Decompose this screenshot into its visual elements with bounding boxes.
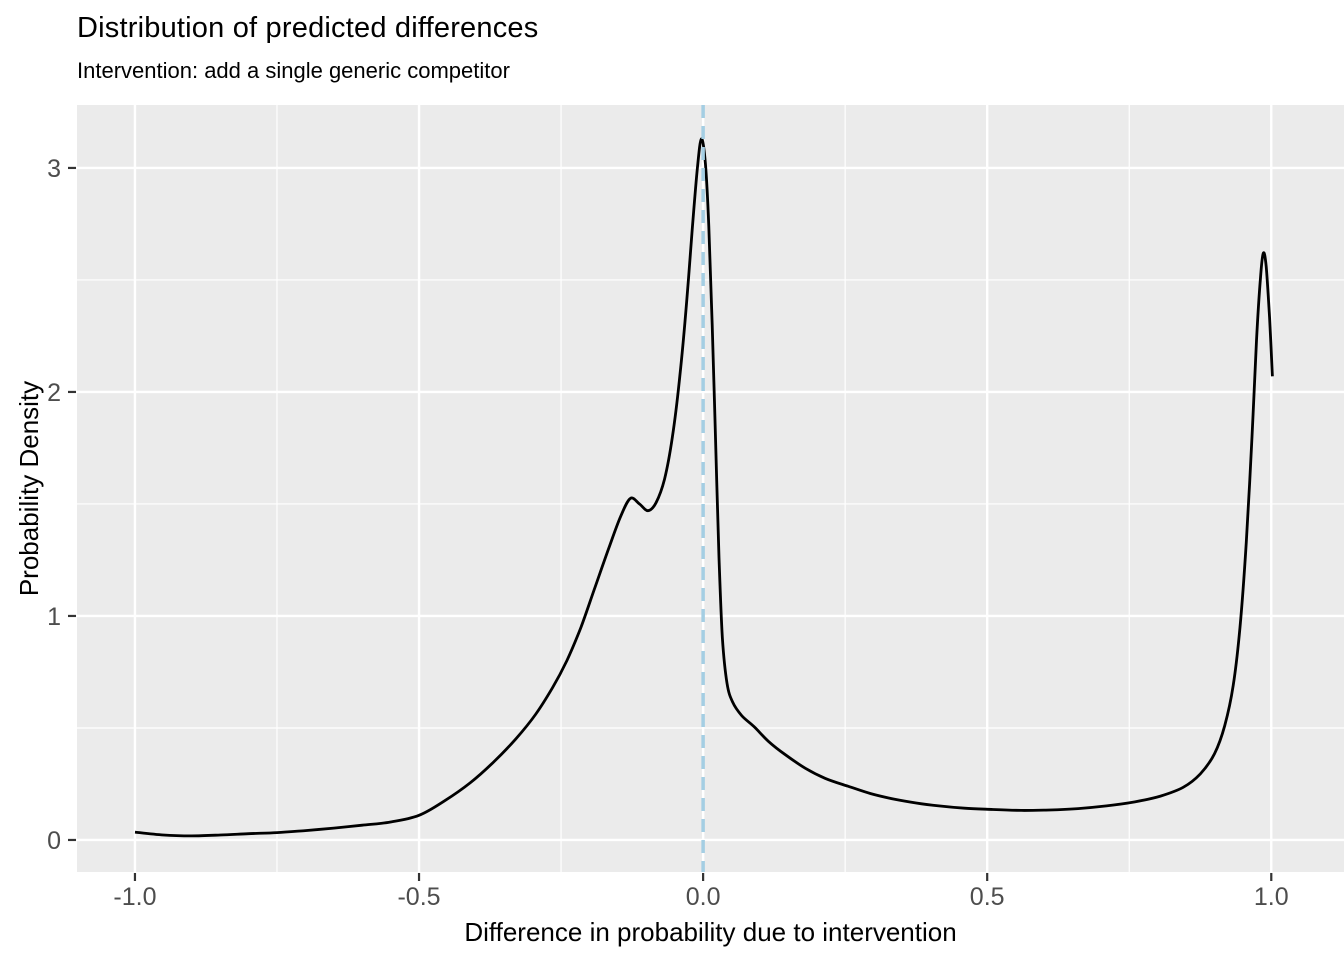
x-axis-tick-label: -0.5 — [397, 883, 440, 911]
density-curve — [134, 137, 1274, 838]
plot-subtitle: Intervention: add a single generic compe… — [77, 58, 510, 83]
y-axis-tick-label: 2 — [47, 379, 61, 407]
y-axis-tick-label: 3 — [47, 155, 61, 183]
y-axis-tick-label: 1 — [47, 603, 61, 631]
x-axis-tick-label: 1.0 — [1254, 883, 1289, 911]
y-axis-tick-label: 0 — [47, 827, 61, 855]
x-axis-title: Difference in probability due to interve… — [464, 917, 956, 947]
x-axis-tick-label: 0.0 — [686, 883, 721, 911]
x-axis-tick-label: 0.5 — [970, 883, 1005, 911]
x-axis-tick-label: -1.0 — [113, 883, 156, 911]
plot-title: Distribution of predicted differences — [77, 12, 539, 44]
y-axis-title: Probability Density — [14, 381, 44, 596]
panel-background — [77, 105, 1344, 872]
